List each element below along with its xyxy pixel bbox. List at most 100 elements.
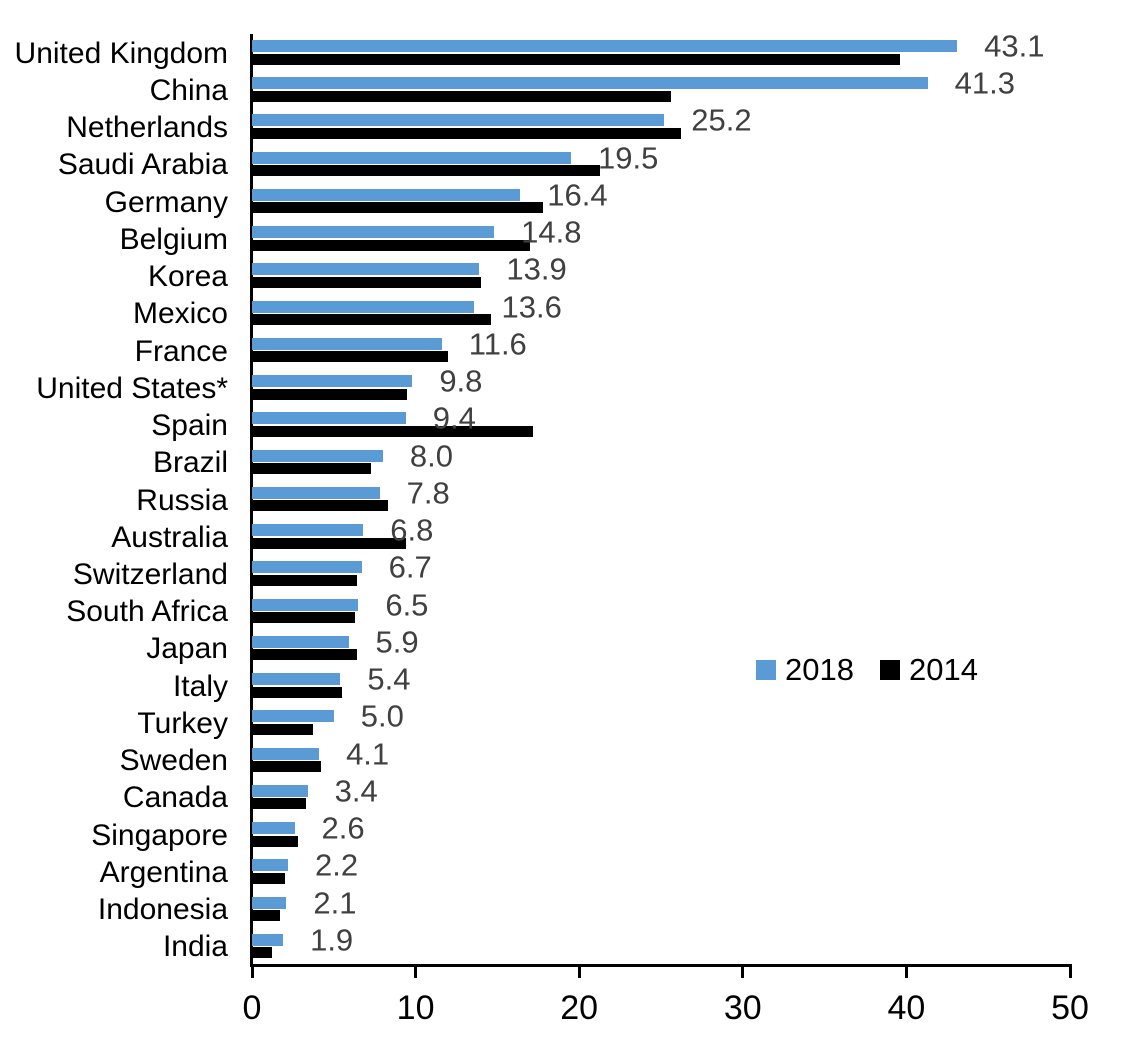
category-label: United Kingdom [14,36,228,70]
data-label: 2.1 [313,885,357,921]
category-label: Netherlands [66,111,228,145]
data-label: 1.9 [310,922,354,958]
x-tick-label: 50 [1051,989,1089,1027]
category-label: Indonesia [97,893,228,927]
category-label: Turkey [137,706,228,740]
data-label: 5.4 [367,661,411,697]
category-label: Russia [136,483,228,517]
bar-2014 [252,612,356,624]
bar-2014 [252,798,306,810]
data-label: 3.4 [334,773,378,809]
category-label: Australia [111,520,228,554]
category-label: Belgium [119,222,228,256]
data-label: 9.8 [439,363,483,399]
bar-2018 [252,77,928,90]
bar-2018 [252,412,406,425]
data-label: 2.6 [321,810,365,846]
category-label: Italy [172,669,228,703]
bar-2014 [252,90,671,102]
data-label: 13.6 [501,289,562,325]
bar-2018 [252,151,572,164]
data-label: 41.3 [954,65,1015,101]
bar-2018 [252,859,288,872]
bar-2018 [252,40,958,52]
bar-2014 [252,723,313,735]
x-tick-mark [577,967,581,978]
legend-item-2014: 2014 [879,652,978,688]
x-tick-label: 10 [396,989,435,1027]
x-tick-mark [414,967,418,978]
x-tick-mark [741,967,745,978]
data-label: 2.2 [314,847,359,883]
category-label: Argentina [99,855,228,889]
legend-label-2014: 2014 [908,652,978,687]
bar-2018 [252,300,475,313]
bar-2014 [252,835,298,847]
bar-2018 [252,449,383,462]
x-tick-label: 40 [887,989,926,1027]
bar-2018 [252,635,349,648]
category-label: China [149,73,228,107]
category-label: Canada [122,781,228,815]
bar-2018 [252,933,284,946]
data-label: 13.9 [506,251,567,287]
data-label: 19.5 [598,140,659,176]
bar-2014 [252,574,357,586]
data-label: 9.4 [432,400,476,436]
bar-2018 [252,710,334,723]
bar-2014 [252,351,449,363]
category-label: Spain [151,409,228,443]
category-label: Germany [104,185,228,219]
data-label: 5.9 [375,624,419,660]
legend-item-2018: 2018 [756,652,854,688]
data-label: 6.7 [388,549,432,585]
category-label: Korea [147,260,228,294]
legend-swatch-2014-icon [879,660,900,680]
bar-2014 [252,463,372,475]
x-tick-mark [1068,967,1072,978]
bar-2014 [252,872,285,884]
bar-2018 [252,598,359,611]
bar-2014 [252,239,531,251]
bar-2018 [252,188,521,201]
bar-2014 [252,686,342,698]
bar-2014 [252,276,482,288]
category-label: Japan [146,632,228,666]
bar-2018 [252,896,287,909]
category-label: South Africa [66,595,228,629]
data-label: 16.4 [547,177,608,213]
data-label: 7.8 [406,475,450,511]
chart-legend: 2018 2014 [756,652,978,688]
data-label: 14.8 [521,214,582,250]
legend-swatch-2018-icon [756,660,776,680]
bar-2014 [252,500,388,512]
legend-label-2018: 2018 [785,652,854,687]
data-label: 43.1 [984,28,1045,64]
bar-2018 [252,784,308,797]
x-tick-mark [904,967,908,978]
bar-2014 [252,761,321,773]
data-label: 5.0 [360,698,404,734]
bar-2014 [252,314,491,326]
x-tick-label: 20 [560,989,599,1027]
category-label: United States* [36,371,228,405]
data-label: 6.5 [385,587,429,623]
bar-2014 [252,947,272,959]
category-label: Saudi Arabia [57,148,228,182]
category-label: France [134,334,228,368]
data-label: 25.2 [691,102,752,138]
category-label: Singapore [91,818,228,852]
data-label: 8.0 [409,438,453,474]
x-tick-mark [250,967,254,978]
category-label: India [162,930,228,964]
bar-2018 [252,114,665,127]
x-axis-line [250,964,1072,967]
bar-2014 [252,910,280,922]
bar-2014 [252,537,406,549]
bar-2018 [252,375,413,388]
category-label: Brazil [152,446,228,480]
bar-2018 [252,226,495,239]
bar-2014 [252,165,601,177]
bar-2014 [252,649,357,661]
